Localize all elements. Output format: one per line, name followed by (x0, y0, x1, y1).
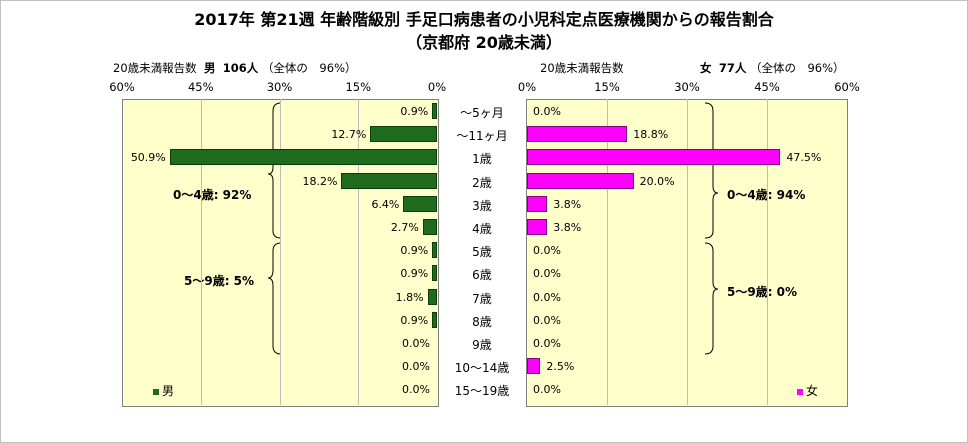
right-count: 77人 (718, 61, 747, 75)
right-share: （全体の 96%） (749, 61, 845, 75)
female-data-label: 0.0% (533, 383, 561, 397)
category-label: 10～14歳 (454, 361, 510, 376)
female-data-label: 20.0% (639, 174, 675, 188)
female-data-label: 0.0% (533, 337, 561, 350)
chart-title: 2017年 第21週 年齢階級別 手足口病患者の小児科定点医療機関からの報告割合 (194, 10, 774, 29)
legend-male-swatch (153, 388, 159, 395)
left-header: 20歳未満報告数 男 106人 （全体の 96%） (113, 60, 357, 76)
male-bar (432, 103, 437, 119)
right-tick-label: 60% (834, 80, 860, 94)
male-bar (432, 265, 437, 282)
male-data-label: 0.9% (400, 313, 429, 327)
female-bar (527, 172, 634, 189)
legend-female: 女 (797, 382, 818, 399)
left-gridline (279, 99, 281, 405)
right-bracket-0-4 (704, 102, 719, 239)
category-label: 7歳 (472, 291, 492, 306)
female-data-label: 3.8% (553, 221, 582, 234)
male-bar (341, 172, 437, 189)
category-label: ～5ヶ月 (460, 106, 504, 120)
left-sex-label: 男 (203, 61, 216, 75)
left-tick-label: 30% (266, 80, 293, 94)
left-tick-label: 0% (427, 80, 447, 94)
male-data-label: 0.0% (402, 337, 430, 350)
category-label: 6歳 (472, 268, 492, 283)
female-bar (527, 126, 628, 143)
female-data-label: 0.0% (533, 267, 561, 281)
male-bar (403, 195, 437, 212)
chart-subtitle: （京都府 20歳未満） (406, 33, 562, 52)
male-bar (169, 149, 437, 166)
right-gridline (607, 99, 608, 405)
legend-male: 男 (153, 382, 174, 399)
male-bar (432, 311, 437, 328)
male-data-label: 18.2% (302, 174, 338, 188)
category-label: 4歳 (472, 222, 492, 236)
female-data-label: 3.8% (553, 197, 582, 211)
male-bar (427, 288, 437, 305)
category-label: 2歳 (472, 175, 492, 190)
left-share: （全体の 96%） (261, 61, 357, 75)
category-label: 3歳 (472, 198, 492, 213)
left-tick-label: 15% (345, 80, 372, 94)
left-gridline (358, 99, 360, 405)
female-data-label: 47.5% (786, 151, 822, 165)
male-data-label: 0.9% (400, 267, 429, 281)
female-bar (527, 149, 781, 166)
category-label: 5歳 (472, 245, 492, 260)
right-tick-label: 30% (674, 80, 700, 94)
left-group-5-9: 5～9歳: 5% (184, 274, 255, 288)
male-bar (432, 242, 437, 259)
right-group-0-4: 0～4歳: 94% (727, 188, 806, 202)
right-gridline (767, 99, 768, 405)
left-count: 106人 (222, 61, 259, 75)
right-gridline (687, 99, 688, 405)
right-tick-label: 45% (754, 80, 780, 94)
left-tick-label: 60% (109, 80, 135, 94)
right-group-5-9: 5～9歳: 0% (727, 285, 798, 299)
left-group-0-4: 0～4歳: 92% (173, 188, 252, 202)
right-header-label: 20歳未満報告数 (540, 61, 624, 75)
legend-male-label: 男 (162, 384, 175, 398)
male-data-label: 6.4% (371, 197, 400, 211)
male-data-label: 0.9% (400, 105, 429, 118)
category-label: 9歳 (472, 338, 492, 352)
female-data-label: 18.8% (633, 128, 669, 142)
left-tick-label: 45% (187, 80, 214, 94)
male-bar (370, 126, 437, 143)
right-tick-label: 0% (517, 80, 537, 94)
male-data-label: 12.7% (331, 128, 367, 142)
male-data-label: 0.0% (402, 383, 430, 397)
male-data-label: 0.9% (400, 244, 429, 258)
female-data-label: 0.0% (533, 313, 561, 327)
female-data-label: 0.0% (533, 105, 561, 118)
female-data-label: 0.0% (533, 244, 561, 258)
right-header: 20歳未満報告数 (540, 60, 624, 76)
female-bar (527, 219, 548, 235)
female-bar (527, 358, 541, 375)
male-data-label: 50.9% (130, 151, 166, 165)
right-tick-label: 15% (594, 80, 620, 94)
left-gridline (200, 99, 202, 405)
category-label: 15～19歳 (454, 384, 510, 399)
category-label: 8歳 (472, 314, 492, 329)
left-header-label: 20歳未満報告数 (113, 61, 197, 75)
male-bar (422, 219, 437, 235)
category-label: ～11ヶ月 (456, 129, 508, 144)
category-label: 1歳 (472, 152, 492, 167)
right-bracket-5-9 (704, 242, 719, 355)
female-data-label: 0.0% (533, 290, 561, 304)
male-data-label: 1.8% (395, 290, 424, 304)
male-data-label: 0.0% (402, 360, 430, 374)
right-header-count: 女 77人 （全体の 96%） (700, 60, 845, 76)
left-bracket-0-4 (267, 102, 282, 239)
male-data-label: 2.7% (390, 221, 419, 234)
left-bracket-5-9 (267, 242, 282, 355)
legend-female-label: 女 (806, 384, 819, 398)
female-bar (527, 195, 548, 212)
female-data-label: 2.5% (546, 360, 575, 374)
legend-female-swatch (797, 388, 803, 395)
right-sex-label: 女 (700, 61, 712, 75)
